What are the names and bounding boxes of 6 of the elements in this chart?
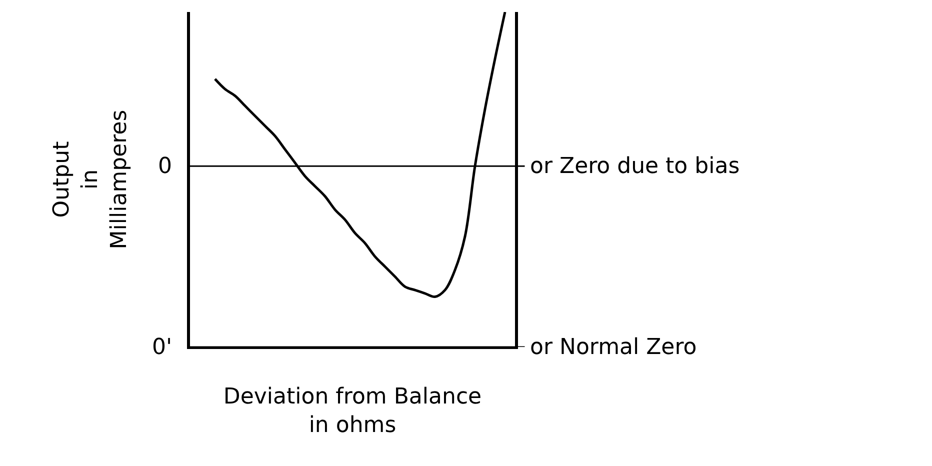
x-axis-title: Deviation from Balance in ohms xyxy=(223,384,482,438)
ref-line-label: or Normal Zero xyxy=(530,335,697,360)
text: 0' xyxy=(152,335,172,360)
y-axis-title: Output in Milliamperes xyxy=(50,110,132,250)
ref-line-label: or Zero due to bias xyxy=(530,154,740,179)
text: 0 xyxy=(158,154,172,179)
